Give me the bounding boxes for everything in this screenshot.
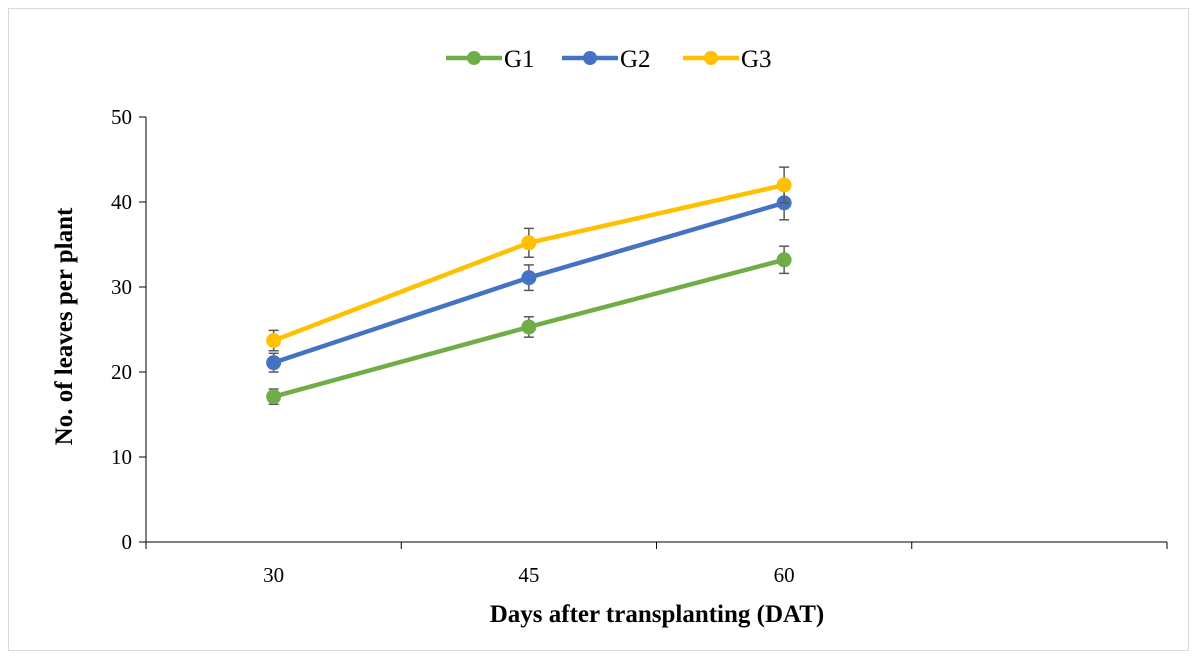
legend-item-g1: G1: [446, 46, 535, 73]
chart-frame: [8, 8, 1189, 651]
y-axis-title: No. of leaves per plant: [51, 207, 78, 445]
plot-area: [266, 166, 792, 406]
x-tick-label: 45: [518, 563, 539, 587]
y-tick-label: 0: [122, 530, 133, 554]
data-point: [521, 319, 537, 335]
data-point: [776, 177, 792, 193]
x-tick-label: 30: [263, 563, 284, 587]
y-axis: 0 10 20 30 40 50: [111, 105, 147, 554]
series-g3: [266, 166, 792, 352]
y-tick-label: 50: [111, 105, 132, 129]
data-point: [521, 270, 537, 286]
y-tick-label: 10: [111, 445, 132, 469]
legend: G1 G2 G3: [446, 46, 772, 73]
x-tick-label: 60: [774, 563, 795, 587]
data-point: [266, 333, 282, 349]
legend-item-g2: G2: [562, 46, 651, 73]
y-tick-label: 30: [111, 275, 132, 299]
legend-swatch-marker: [467, 51, 481, 65]
legend-swatch-marker: [704, 51, 718, 65]
data-point: [266, 355, 282, 371]
legend-item-g3: G3: [683, 46, 772, 73]
data-point: [266, 389, 282, 405]
series-g1: [266, 245, 792, 406]
legend-label: G3: [741, 46, 772, 73]
legend-label: G1: [504, 46, 535, 73]
x-axis-title: Days after transplanting (DAT): [490, 601, 825, 628]
legend-label: G2: [620, 46, 651, 73]
data-point: [521, 235, 537, 251]
x-axis: 30 45 60: [145, 541, 1168, 587]
legend-swatch-marker: [583, 51, 597, 65]
y-tick-label: 20: [111, 360, 132, 384]
data-point: [776, 252, 792, 268]
y-tick-label: 40: [111, 190, 132, 214]
